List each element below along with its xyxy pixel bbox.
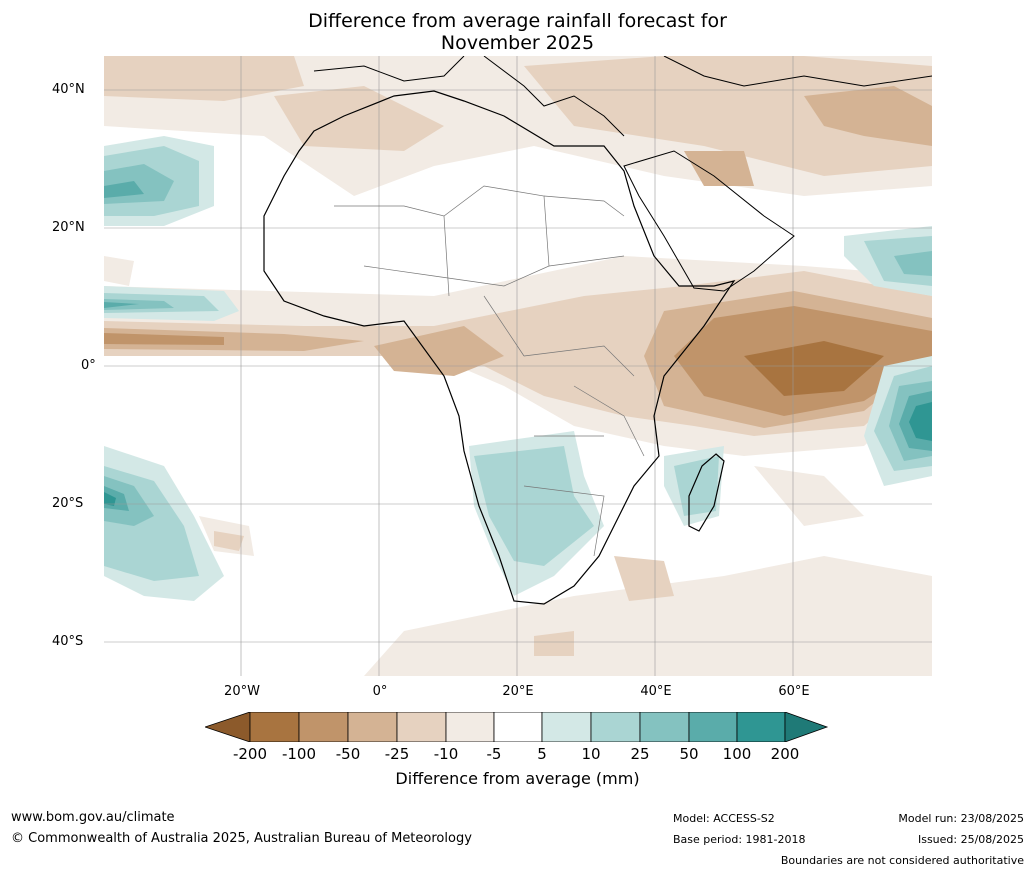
colorbar-tick: -100 [281,745,317,763]
colorbar-segment [736,712,786,742]
lon-label-60e: 60°E [778,684,810,699]
colorbar-tick: 10 [581,745,601,763]
colorbar-segment [493,712,543,742]
colorbar-segment-wet-extreme [784,712,829,742]
colorbar-tick: 25 [630,745,650,763]
colorbar-tick: 100 [722,745,752,763]
footer-issued: Issued: 25/08/2025 [917,833,1024,846]
colorbar-segment [639,712,690,742]
colorbar-label: Difference from average (mm) [395,769,640,788]
rainfall-map [104,56,932,676]
wet-100-anomalies [104,402,932,506]
madagascar-coastline [688,453,725,532]
lat-label-20s: 20°S [52,496,84,511]
colorbar-tick: 50 [679,745,699,763]
chart-title: Difference from average rainfall forecas… [0,10,1035,54]
lat-label-40n: 40°N [52,82,85,97]
footer-model: Model: ACCESS-S2 [673,812,775,825]
lon-label-0: 0° [372,684,388,699]
footer-model-run: Model run: 23/08/2025 [898,812,1024,825]
colorbar-tick: -50 [335,745,361,763]
map-svg [104,56,932,676]
title-line-2: November 2025 [440,32,595,54]
title-line-1: Difference from average rainfall forecas… [308,10,727,32]
colorbar-tick: 5 [537,745,547,763]
lat-label-40s: 40°S [52,634,84,649]
dry-200-anomalies [744,341,884,396]
colorbar-segment [688,712,738,742]
colorbar-segment [298,712,349,742]
graticule [104,56,932,676]
arabia-coastline [623,150,795,292]
footer-copyright: © Commonwealth of Australia 2025, Austra… [11,831,472,846]
wet-25-anomalies [104,164,932,526]
africa-coastline [263,90,736,605]
lat-label-0: 0° [81,358,96,373]
footer-base-period: Base period: 1981-2018 [673,833,806,846]
colorbar-segment [249,712,300,742]
colorbar-segment [347,712,398,742]
lon-label-20w: 20°W [224,684,260,699]
colorbar-tick: -25 [384,745,410,763]
lat-label-20n: 20°N [52,220,85,235]
colorbar-segment [445,712,495,742]
colorbar-segment [396,712,447,742]
colorbar-tick: -200 [232,745,268,763]
lon-label-40e: 40°E [640,684,672,699]
colorbar-segment-dry-extreme [205,712,251,742]
mediterranean-coastline [313,56,932,137]
colorbar [205,712,829,742]
country-borders [334,185,645,557]
colorbar-tick: -10 [433,745,459,763]
lon-label-20e: 20°E [502,684,534,699]
footer-url[interactable]: www.bom.gov.au/climate [11,810,175,825]
footer-disclaimer: Boundaries are not considered authoritat… [780,854,1024,867]
colorbar-tick: 200 [770,745,800,763]
colorbar-segment [541,712,592,742]
colorbar-segment [590,712,641,742]
colorbar-tick: -5 [486,745,502,763]
